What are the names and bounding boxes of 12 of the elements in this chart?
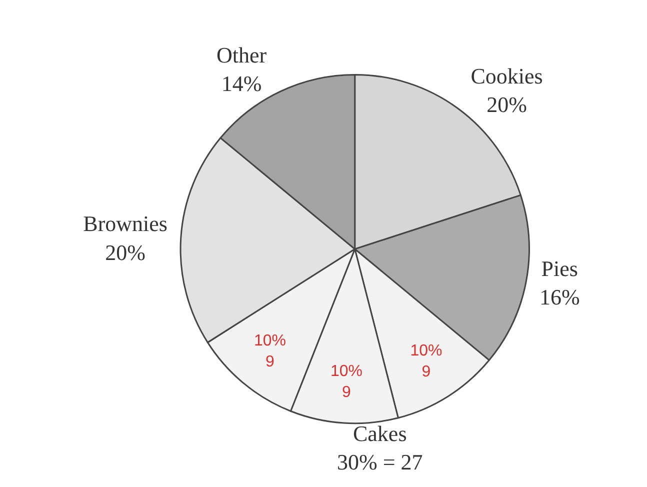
slice-label: Brownies (83, 211, 168, 236)
data-label: 10% 9 (330, 363, 363, 401)
data-label: 16% (539, 284, 580, 310)
data-label: 10% 9 (254, 332, 286, 371)
data-label: 14% (221, 71, 262, 96)
data-label: 20% (105, 240, 146, 265)
slice-label: Other (216, 42, 268, 68)
data-label: 20% (486, 92, 527, 118)
data-label: 10% 9 (410, 342, 442, 380)
slice-label: Pies (541, 256, 578, 281)
text: Cakes 30% = 27 (337, 421, 423, 475)
slice-label: Cookies (470, 64, 543, 89)
